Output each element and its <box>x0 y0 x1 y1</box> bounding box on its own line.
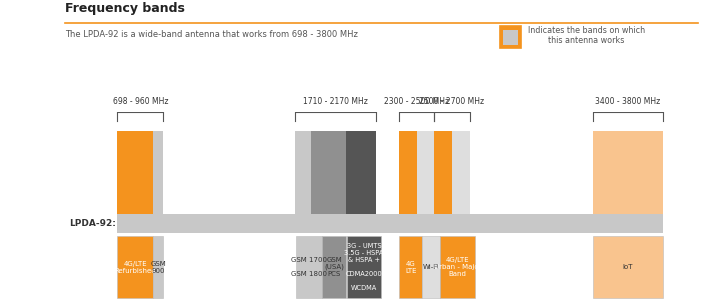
Bar <box>311 131 346 228</box>
Bar <box>417 131 434 228</box>
Text: 3G - UMTS
3.5G - HSPA
& HSPA +

CDMA2000

WCDMA: 3G - UMTS 3.5G - HSPA & HSPA + CDMA2000 … <box>344 243 384 291</box>
Text: 4G
LTE: 4G LTE <box>405 261 416 274</box>
Text: GSM 1700

GSM 1800: GSM 1700 GSM 1800 <box>291 257 327 277</box>
Text: 3400 - 3800 MHz: 3400 - 3800 MHz <box>595 98 661 106</box>
Text: Frequency bands: Frequency bands <box>65 2 184 15</box>
Text: 4G/LTE
Urban - Major
Band: 4G/LTE Urban - Major Band <box>433 257 481 277</box>
Bar <box>153 131 163 228</box>
Text: Indicates the bands on which
this antenna works: Indicates the bands on which this antenn… <box>528 26 645 45</box>
Text: IoT: IoT <box>623 264 634 270</box>
Text: 2500 - 2700 MHz: 2500 - 2700 MHz <box>420 98 485 106</box>
Text: 2300 - 2500 MHz: 2300 - 2500 MHz <box>384 98 449 106</box>
Text: 698 - 960 MHz: 698 - 960 MHz <box>112 98 168 106</box>
Bar <box>117 215 663 233</box>
Text: GSM
900: GSM 900 <box>150 261 166 274</box>
Bar <box>295 236 322 298</box>
Bar <box>422 236 439 298</box>
Text: Wi-Fi: Wi-Fi <box>423 264 439 270</box>
Bar <box>400 236 422 298</box>
Text: 4G/LTE
Refurbished: 4G/LTE Refurbished <box>114 261 156 274</box>
Bar <box>117 131 153 228</box>
Bar <box>322 236 346 298</box>
Bar <box>295 131 311 228</box>
Bar <box>452 131 469 228</box>
Text: LPDA-92:: LPDA-92: <box>69 219 116 228</box>
Text: GSM
(USA)
PCS: GSM (USA) PCS <box>324 257 344 277</box>
Bar <box>593 131 663 228</box>
Bar <box>346 131 377 228</box>
Bar <box>440 236 474 298</box>
Bar <box>346 236 382 298</box>
Bar <box>117 236 153 298</box>
Bar <box>593 236 663 298</box>
Text: The LPDA-92 is a wide-band antenna that works from 698 - 3800 MHz: The LPDA-92 is a wide-band antenna that … <box>65 30 358 39</box>
Text: 1710 - 2170 MHz: 1710 - 2170 MHz <box>303 98 368 106</box>
Bar <box>399 131 417 228</box>
Bar <box>434 131 452 228</box>
Bar <box>153 236 163 298</box>
